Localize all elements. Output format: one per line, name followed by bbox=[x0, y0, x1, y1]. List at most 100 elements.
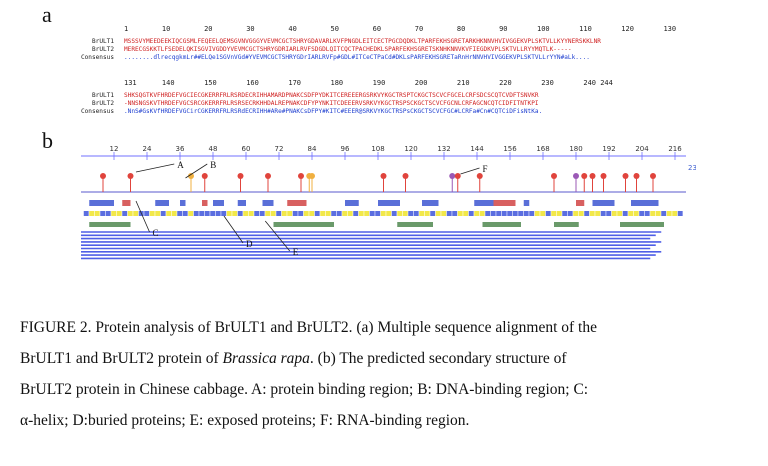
exposed-residue bbox=[254, 211, 260, 216]
exposed-residue bbox=[314, 211, 320, 216]
seq-name-consensus: Consensus bbox=[80, 54, 114, 61]
exposed-residue bbox=[468, 211, 474, 216]
seq-brult2: -NNSNGSKVTHRDEFVGCSRCGKERRFRLRSRSECRKHHD… bbox=[124, 100, 539, 107]
exposed-residue bbox=[507, 211, 513, 216]
buried-residue bbox=[342, 211, 348, 216]
ruler-tick-label: 156 bbox=[503, 146, 517, 153]
exposed-residue bbox=[529, 211, 535, 216]
exposed-residue bbox=[375, 211, 381, 216]
exposed-residue bbox=[353, 211, 359, 216]
exposed-residue bbox=[677, 211, 683, 216]
buried-residue bbox=[248, 211, 254, 216]
annotation-arrow bbox=[135, 163, 175, 173]
protein-binding-marker bbox=[201, 173, 208, 179]
annotation-arrow bbox=[185, 163, 208, 179]
exposed-residue bbox=[331, 211, 337, 216]
helix-segment bbox=[89, 200, 114, 206]
exposed-residue bbox=[391, 211, 397, 216]
exposed-residue bbox=[606, 211, 612, 216]
buried-residue bbox=[364, 211, 370, 216]
ruler-tick-label: 144 bbox=[470, 146, 484, 153]
exposed-residue bbox=[496, 211, 502, 216]
exposed-residue bbox=[237, 211, 243, 216]
exposed-residue bbox=[408, 211, 414, 216]
exposed-residue bbox=[105, 211, 111, 216]
buried-residue bbox=[166, 211, 172, 216]
buried-residue bbox=[611, 211, 617, 216]
buried-residue bbox=[380, 211, 386, 216]
seq-consensus: .NnS#GsKVfHRDEFVGCirCGKERRFRLRSRdECRIHH#… bbox=[124, 108, 543, 115]
alignment-ruler-2: 131 140 150 160 170 180 190 200 210 220 … bbox=[124, 79, 613, 87]
helix-segment bbox=[523, 200, 530, 206]
protein-binding-marker bbox=[402, 173, 409, 179]
buried-residue bbox=[127, 211, 133, 216]
buried-residue bbox=[540, 211, 546, 216]
helix-segment bbox=[155, 200, 169, 206]
buried-residue bbox=[281, 211, 287, 216]
exposed-residue bbox=[160, 211, 166, 216]
exposed-residue bbox=[193, 211, 199, 216]
exposed-residue bbox=[501, 211, 507, 216]
helix-segment bbox=[592, 200, 615, 206]
buried-residue bbox=[457, 211, 463, 216]
buried-residue bbox=[402, 211, 408, 216]
ruler-tick-label: 12 bbox=[110, 146, 119, 153]
buried-residue bbox=[441, 211, 447, 216]
buried-residue bbox=[232, 211, 238, 216]
buried-residue bbox=[551, 211, 557, 216]
buried-residue bbox=[89, 211, 95, 216]
seq-name-brult1: BrULT1 bbox=[91, 38, 114, 45]
dna-binding-marker bbox=[309, 173, 315, 179]
exposed-residue bbox=[199, 211, 205, 216]
buried-residue bbox=[226, 211, 232, 216]
buried-residue bbox=[556, 211, 562, 216]
caption-line-4: α-helix; D:buried proteins; E: exposed p… bbox=[20, 412, 470, 429]
buried-residue bbox=[303, 211, 309, 216]
buried-residue bbox=[650, 211, 656, 216]
buried-residue bbox=[116, 211, 122, 216]
exposed-residue bbox=[83, 211, 89, 216]
buried-residue bbox=[270, 211, 276, 216]
protein-binding-marker bbox=[622, 173, 629, 179]
seq-name-brult2: BrULT2 bbox=[91, 100, 114, 107]
exposed-residue bbox=[545, 211, 551, 216]
protein-binding-marker bbox=[265, 173, 271, 179]
buried-residue bbox=[155, 211, 161, 216]
strand-segment bbox=[576, 200, 585, 206]
ruler-tick-label: 24 bbox=[143, 146, 152, 153]
exposed-residue bbox=[639, 211, 645, 216]
buried-residue bbox=[325, 211, 331, 216]
buried-residue bbox=[595, 211, 601, 216]
exposed-residue bbox=[430, 211, 436, 216]
buried-residue bbox=[589, 211, 595, 216]
coil-segment bbox=[554, 222, 579, 227]
buried-residue bbox=[463, 211, 469, 216]
buried-residue bbox=[573, 211, 579, 216]
protein-binding-marker bbox=[237, 173, 244, 179]
ruler-tick-label: 216 bbox=[668, 146, 682, 153]
exposed-residue bbox=[177, 211, 183, 216]
buried-residue bbox=[320, 211, 326, 216]
buried-residue bbox=[424, 211, 430, 216]
panel-label-a: a bbox=[42, 2, 52, 27]
coil-segment bbox=[273, 222, 334, 227]
ruler-tick-label: 72 bbox=[275, 146, 284, 153]
protein-binding-marker bbox=[551, 173, 557, 179]
strand-segment bbox=[287, 200, 307, 206]
exposed-residue bbox=[369, 211, 375, 216]
protein-binding-marker bbox=[476, 173, 483, 179]
annotation-arrow bbox=[460, 167, 480, 175]
buried-residue bbox=[666, 211, 672, 216]
helix-segment bbox=[378, 200, 400, 206]
seq-name-brult2: BrULT2 bbox=[91, 46, 114, 53]
buried-residue bbox=[633, 211, 639, 216]
protein-binding-marker bbox=[380, 173, 387, 179]
annotation-arrow bbox=[264, 220, 291, 252]
helix-segment bbox=[180, 200, 186, 206]
exposed-residue bbox=[292, 211, 298, 216]
exposed-residue bbox=[518, 211, 524, 216]
buried-residue bbox=[111, 211, 117, 216]
helix-segment bbox=[262, 200, 274, 206]
exposed-residue bbox=[100, 211, 106, 216]
exposed-residue bbox=[661, 211, 667, 216]
